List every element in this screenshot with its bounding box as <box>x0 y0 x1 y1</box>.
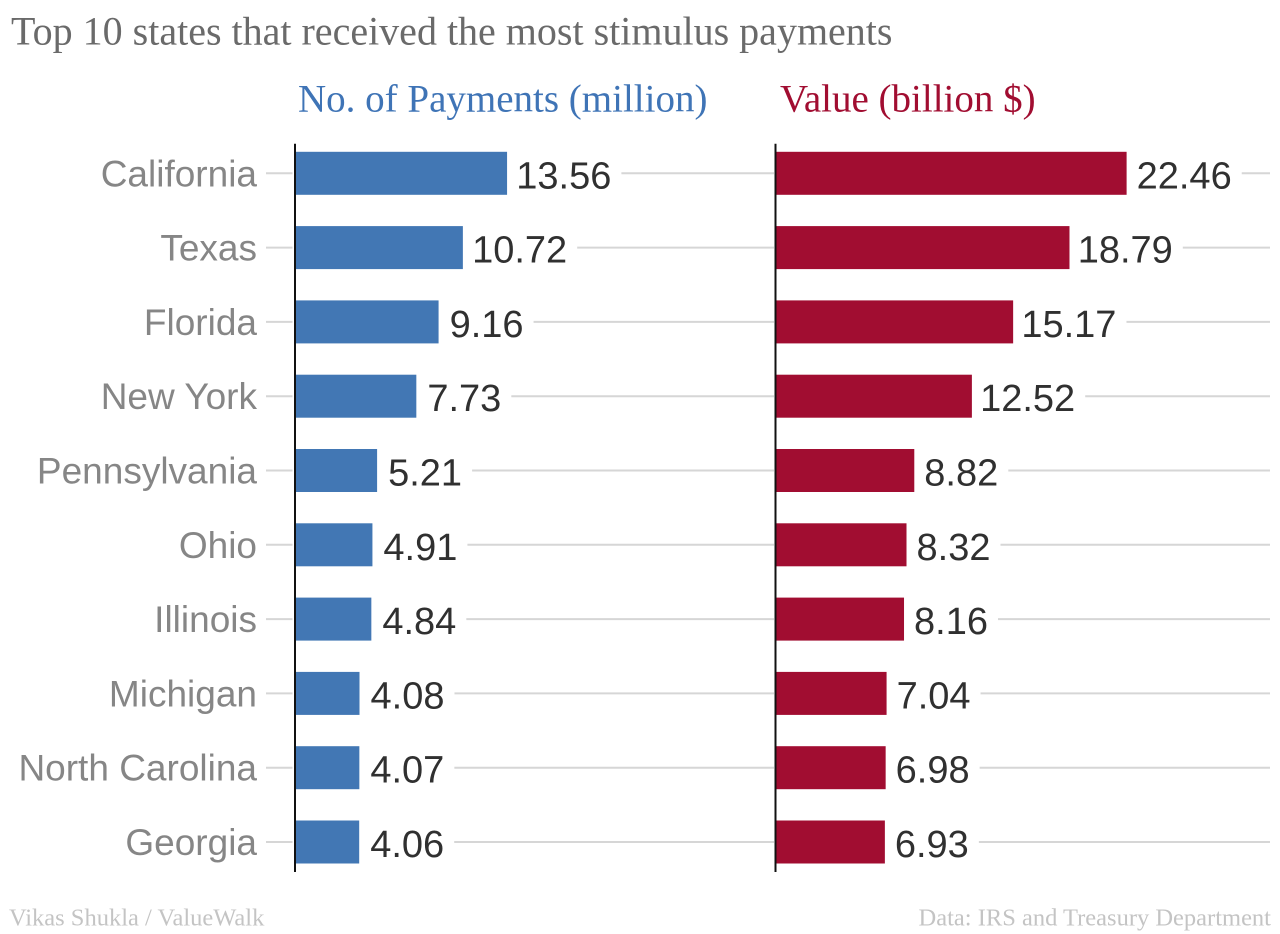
svg-text:13.56: 13.56 <box>516 155 611 197</box>
svg-text:Pennsylvania: Pennsylvania <box>37 451 258 492</box>
svg-text:4.07: 4.07 <box>370 750 444 792</box>
svg-text:15.17: 15.17 <box>1021 304 1116 346</box>
svg-text:4.06: 4.06 <box>370 824 444 866</box>
svg-text:Vikas Shukla / ValueWalk: Vikas Shukla / ValueWalk <box>9 905 265 932</box>
svg-text:Florida: Florida <box>144 302 258 343</box>
svg-text:New York: New York <box>101 376 258 417</box>
svg-text:Top 10 states that received th: Top 10 states that received the most sti… <box>11 9 892 54</box>
svg-text:Value (billion $): Value (billion $) <box>780 78 1036 121</box>
svg-text:No. of Payments (million): No. of Payments (million) <box>298 78 707 121</box>
svg-text:Georgia: Georgia <box>125 822 257 863</box>
svg-text:4.91: 4.91 <box>383 527 457 569</box>
svg-text:6.93: 6.93 <box>895 824 969 866</box>
svg-text:Michigan: Michigan <box>109 673 257 714</box>
svg-text:8.82: 8.82 <box>924 453 998 495</box>
svg-text:Texas: Texas <box>160 228 257 269</box>
svg-text:6.98: 6.98 <box>896 750 970 792</box>
svg-text:5.21: 5.21 <box>388 453 462 495</box>
svg-text:18.79: 18.79 <box>1078 230 1173 272</box>
svg-text:10.72: 10.72 <box>472 230 567 272</box>
svg-text:California: California <box>101 153 258 194</box>
svg-text:Data: IRS and Treasury Departm: Data: IRS and Treasury Department <box>919 905 1272 932</box>
svg-text:22.46: 22.46 <box>1137 155 1232 197</box>
svg-text:7.04: 7.04 <box>897 675 971 717</box>
svg-text:Ohio: Ohio <box>179 525 257 566</box>
svg-text:8.16: 8.16 <box>914 601 988 643</box>
svg-text:4.08: 4.08 <box>371 675 445 717</box>
svg-text:Illinois: Illinois <box>154 599 257 640</box>
svg-text:8.32: 8.32 <box>917 527 991 569</box>
svg-text:4.84: 4.84 <box>382 601 456 643</box>
svg-text:North Carolina: North Carolina <box>18 748 257 789</box>
svg-text:9.16: 9.16 <box>450 304 524 346</box>
svg-text:7.73: 7.73 <box>427 378 501 420</box>
svg-text:12.52: 12.52 <box>980 378 1075 420</box>
